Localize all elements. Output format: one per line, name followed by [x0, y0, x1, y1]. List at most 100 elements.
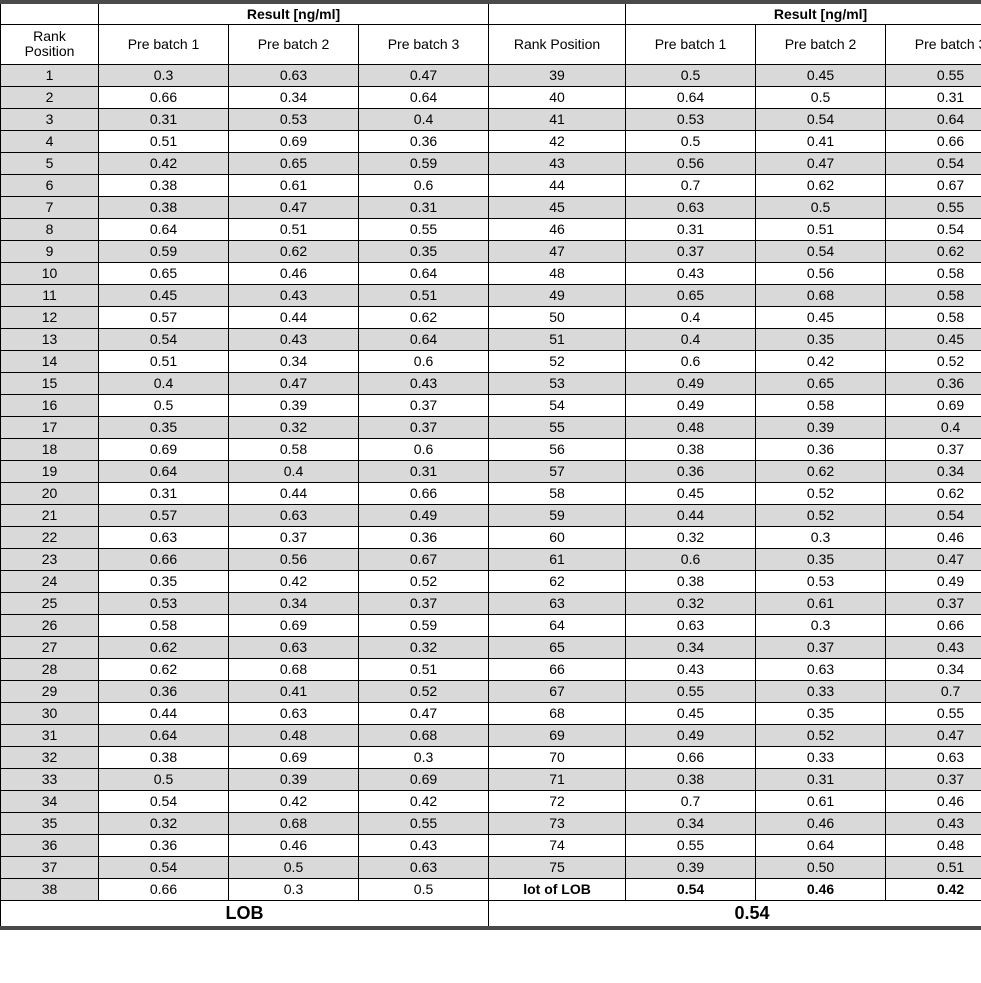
rank-cell: 4 [1, 130, 99, 152]
rank-cell: 29 [1, 680, 99, 702]
header-b3-left: Pre batch 3 [359, 25, 489, 65]
rank-cell: 25 [1, 592, 99, 614]
data-cell: 0.37 [626, 240, 756, 262]
rank-cell: 74 [489, 834, 626, 856]
data-cell: 0.62 [756, 174, 886, 196]
data-cell: 0.4 [229, 460, 359, 482]
data-cell: 0.49 [626, 394, 756, 416]
rank-cell: 33 [1, 768, 99, 790]
data-cell: 0.51 [99, 350, 229, 372]
data-cell: 0.56 [229, 548, 359, 570]
table-row: 340.540.420.42720.70.610.46 [1, 790, 981, 812]
data-cell: 0.69 [229, 614, 359, 636]
data-cell: 0.58 [886, 284, 981, 306]
data-cell: 0.47 [359, 64, 489, 86]
header-rank-left: RankPosition [1, 25, 99, 65]
data-cell: 0.32 [359, 636, 489, 658]
data-cell: 0.66 [99, 878, 229, 900]
data-cell: 0.63 [626, 614, 756, 636]
data-cell: 0.31 [886, 86, 981, 108]
data-cell: 0.54 [99, 328, 229, 350]
rank-cell: 63 [489, 592, 626, 614]
data-cell: 0.66 [626, 746, 756, 768]
data-cell: 0.3 [99, 64, 229, 86]
data-cell: 0.34 [626, 812, 756, 834]
data-cell: 0.65 [756, 372, 886, 394]
table-row: 250.530.340.37630.320.610.37 [1, 592, 981, 614]
data-cell: 0.54 [626, 878, 756, 900]
data-cell: 0.54 [756, 108, 886, 130]
data-cell: 0.64 [99, 724, 229, 746]
data-cell: 0.52 [886, 350, 981, 372]
header-b1-right: Pre batch 1 [626, 25, 756, 65]
data-cell: 0.39 [756, 416, 886, 438]
rank-cell: 6 [1, 174, 99, 196]
data-cell: 0.3 [229, 878, 359, 900]
summary-value: 0.54 [489, 900, 981, 928]
data-cell: 0.51 [359, 658, 489, 680]
data-cell: 0.42 [359, 790, 489, 812]
data-cell: 0.54 [886, 504, 981, 526]
rank-cell: 37 [1, 856, 99, 878]
data-cell: 0.37 [359, 416, 489, 438]
rank-cell: 10 [1, 262, 99, 284]
data-cell: 0.36 [886, 372, 981, 394]
data-cell: 0.45 [886, 328, 981, 350]
data-cell: 0.45 [756, 306, 886, 328]
data-cell: 0.3 [359, 746, 489, 768]
data-cell: 0.42 [99, 152, 229, 174]
table-row: 210.570.630.49590.440.520.54 [1, 504, 981, 526]
data-cell: 0.36 [99, 680, 229, 702]
data-cell: 0.48 [626, 416, 756, 438]
data-cell: 0.37 [886, 592, 981, 614]
data-cell: 0.55 [359, 812, 489, 834]
data-cell: 0.65 [626, 284, 756, 306]
data-cell: 0.43 [359, 372, 489, 394]
data-cell: 0.5 [359, 878, 489, 900]
table-body: 10.30.630.47390.50.450.5520.660.340.6440… [1, 64, 981, 900]
rank-cell: 32 [1, 746, 99, 768]
data-cell: 0.56 [626, 152, 756, 174]
rank-cell: 44 [489, 174, 626, 196]
table-row: 350.320.680.55730.340.460.43 [1, 812, 981, 834]
rank-cell: 42 [489, 130, 626, 152]
rank-cell: 28 [1, 658, 99, 680]
data-cell: 0.66 [886, 130, 981, 152]
data-cell: 0.35 [99, 416, 229, 438]
table-row: 320.380.690.3700.660.330.63 [1, 746, 981, 768]
data-cell: 0.69 [359, 768, 489, 790]
rank-cell: 30 [1, 702, 99, 724]
data-cell: 0.51 [756, 218, 886, 240]
rank-cell: 62 [489, 570, 626, 592]
table-row: 330.50.390.69710.380.310.37 [1, 768, 981, 790]
rank-cell: 46 [489, 218, 626, 240]
data-cell: 0.51 [229, 218, 359, 240]
summary-label: LOB [1, 900, 489, 928]
data-cell: 0.52 [756, 724, 886, 746]
rank-cell: 7 [1, 196, 99, 218]
header-b3-right: Pre batch 3 [886, 25, 981, 65]
data-cell: 0.6 [359, 174, 489, 196]
data-cell: 0.45 [99, 284, 229, 306]
data-cell: 0.42 [886, 878, 981, 900]
rank-cell: 57 [489, 460, 626, 482]
rank-cell: 58 [489, 482, 626, 504]
data-cell: 0.34 [229, 350, 359, 372]
data-cell: 0.44 [229, 482, 359, 504]
header-b2-left: Pre batch 2 [229, 25, 359, 65]
table-row: 170.350.320.37550.480.390.4 [1, 416, 981, 438]
data-cell: 0.31 [626, 218, 756, 240]
rank-cell: 35 [1, 812, 99, 834]
data-cell: 0.5 [626, 64, 756, 86]
table-row: 90.590.620.35470.370.540.62 [1, 240, 981, 262]
data-cell: 0.52 [359, 570, 489, 592]
data-cell: 0.52 [359, 680, 489, 702]
rank-cell: 56 [489, 438, 626, 460]
data-cell: 0.32 [229, 416, 359, 438]
data-cell: 0.62 [229, 240, 359, 262]
data-cell: 0.62 [756, 460, 886, 482]
rank-cell: 40 [489, 86, 626, 108]
rank-cell: 12 [1, 306, 99, 328]
data-cell: 0.36 [99, 834, 229, 856]
table-row: 180.690.580.6560.380.360.37 [1, 438, 981, 460]
